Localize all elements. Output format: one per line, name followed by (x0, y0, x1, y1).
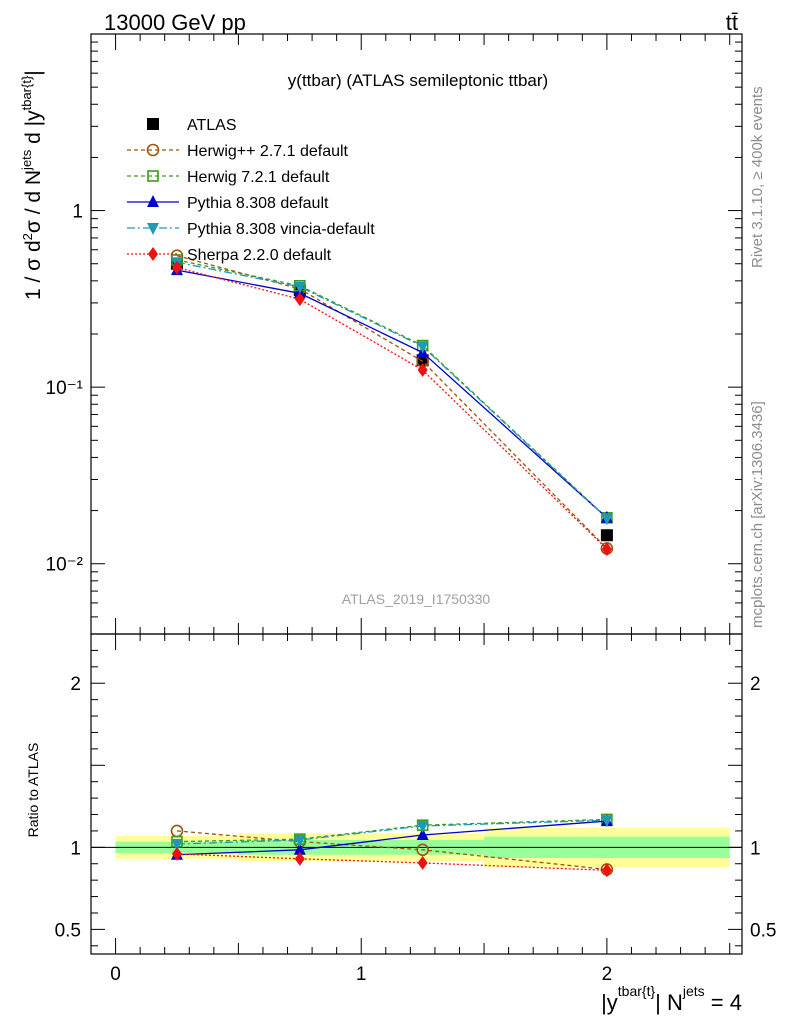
series-line-5 (176, 267, 608, 550)
energy-label: 13000 GeV pp (104, 10, 246, 35)
ratio-line-0 (176, 830, 607, 871)
ratio-line-3 (176, 819, 607, 845)
legend-marker (147, 223, 159, 235)
data-point (600, 513, 613, 526)
ratio-point (293, 834, 306, 847)
data-point (416, 341, 429, 354)
ratio-point (416, 828, 429, 841)
legend-marker (148, 247, 158, 261)
ratio-y-tick-label: 0.5 (55, 920, 81, 941)
x-tick-label: 0 (110, 964, 121, 985)
x-tick-label: 1 (356, 964, 367, 985)
ratio-point (416, 821, 429, 833)
series-line-2 (176, 259, 608, 519)
y-tick-label: 10⁻¹ (46, 378, 84, 399)
legend-item[interactable]: Sherpa 2.2.0 default (127, 247, 332, 264)
series-line-3 (176, 269, 608, 519)
ratio-y-tick-label-right: 2 (750, 674, 761, 695)
legend-label: ATLAS (187, 117, 237, 134)
data-point (601, 542, 612, 557)
legend-label: Pythia 8.308 vincia-default (187, 221, 375, 238)
y-tick-label: 10⁻² (46, 555, 84, 576)
ratio-line-1 (176, 818, 607, 843)
data-point (294, 292, 305, 307)
ratio-line-4 (176, 853, 607, 871)
ratio-plot-frame (90, 633, 743, 955)
legend-item[interactable]: ATLAS (147, 117, 237, 134)
ratio-point (171, 846, 182, 861)
ratio-line-2 (176, 820, 607, 856)
data-point (171, 260, 182, 275)
legend-item[interactable]: Herwig++ 2.7.1 default (127, 143, 349, 160)
ratio-y-tick-label-right: 0.5 (750, 920, 776, 941)
legend-marker (146, 143, 160, 157)
legend-label: Pythia 8.308 default (187, 195, 329, 212)
ratio-y-tick-label-right: 1 (750, 838, 761, 859)
ratio-point (416, 843, 429, 857)
series-line-4 (176, 261, 608, 519)
ratio-y-tick-label: 2 (70, 674, 81, 695)
ratio-point (417, 855, 428, 870)
y-tick-label: 1 (72, 202, 83, 223)
legend-marker (147, 118, 159, 130)
x-tick-label: 2 (602, 964, 613, 985)
legend-marker (147, 170, 159, 182)
legend-label: Herwig++ 2.7.1 default (187, 143, 349, 160)
mcplots-label: mcplots.cern.ch [arXiv:1306.3436] (749, 401, 766, 628)
ratio-point (601, 863, 612, 878)
data-point (293, 281, 306, 294)
x-axis-title: |ytbar{t}| Njets = 4 (601, 983, 742, 1015)
legend-item[interactable]: Herwig 7.2.1 default (127, 169, 330, 186)
main-y-axis-title: 1 / σ d2σ / d Njets d |ytbar{t}| (19, 70, 45, 300)
data-point (417, 363, 428, 378)
legend-marker (147, 195, 159, 207)
ratio-point (294, 851, 305, 866)
legend-item[interactable]: Pythia 8.308 vincia-default (127, 221, 375, 238)
legend-label: Sherpa 2.2.0 default (187, 247, 332, 264)
analysis-id: ATLAS_2019_I1750330 (342, 591, 491, 607)
ratio-point (170, 839, 183, 852)
plot-title: y(ttbar) (ATLAS semileptonic ttbar) (288, 71, 548, 90)
ratio-y-axis-title: Ratio to ATLAS (25, 743, 41, 838)
ratio-y-tick-label: 1 (70, 838, 81, 859)
series-line-1 (176, 255, 608, 549)
rivet-label: Rivet 3.1.10, ≥ 400k events (749, 86, 766, 268)
data-point (600, 529, 613, 542)
ratio-point (600, 815, 613, 828)
ratio-point (293, 842, 306, 855)
legend-item[interactable]: Pythia 8.308 default (127, 195, 329, 212)
process-label: tt̄ (726, 10, 738, 35)
legend-label: Herwig 7.2.1 default (187, 169, 330, 186)
